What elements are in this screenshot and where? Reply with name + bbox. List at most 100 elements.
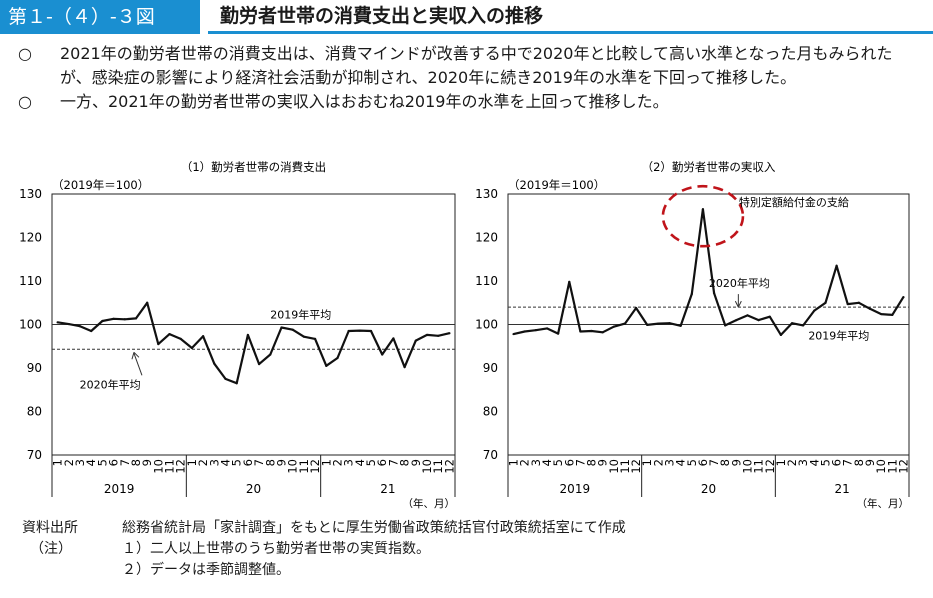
data-point <box>202 335 205 338</box>
data-point <box>190 346 194 350</box>
year-label: 20 <box>246 482 261 496</box>
bullet-text: 2021年の勤労者世帯の消費支出は、消費マインドが改善する中で2020年と比較し… <box>60 44 893 87</box>
x-tick-label: 3 <box>663 459 677 466</box>
data-point <box>724 324 727 327</box>
x-tick-label: 8 <box>398 459 412 466</box>
data-point <box>392 337 395 340</box>
avg-2020-arrow <box>133 353 143 376</box>
x-tick-label: 3 <box>207 459 221 466</box>
data-point <box>179 337 182 340</box>
data-point <box>790 322 794 325</box>
year-label: 21 <box>380 482 395 496</box>
x-tick-label: 12 <box>763 459 777 474</box>
x-tick-label: 5 <box>364 459 378 466</box>
x-tick-label: 10 <box>874 459 888 474</box>
note-text: ２）データは季節調整値。 <box>122 562 290 578</box>
avg-2020-arrowhead <box>734 300 742 308</box>
y-tick-label: 100 <box>19 318 42 332</box>
data-point <box>134 317 138 320</box>
data-point <box>336 356 339 360</box>
year-label: 2019 <box>104 482 135 496</box>
bullet-mark: ○ <box>18 92 32 111</box>
bullet-1: ○ 2021年の勤労者世帯の消費支出は、消費マインドが改善する中で2020年と比… <box>18 42 923 90</box>
data-point <box>891 313 894 317</box>
data-point <box>612 325 615 328</box>
y-tick-label: 80 <box>27 405 42 419</box>
x-tick-label: 6 <box>830 459 844 466</box>
x-tick-label: 10 <box>740 459 754 474</box>
x-tick-label: 12 <box>174 459 188 474</box>
data-point <box>168 332 171 336</box>
avg-2020-label: 2020年平均 <box>709 276 770 290</box>
x-tick-label: 1 <box>51 459 65 466</box>
x-tick-label: 2 <box>196 459 210 466</box>
x-tick-label: 1 <box>507 459 521 466</box>
x-tick-label: 7 <box>386 459 400 466</box>
data-point <box>701 208 705 211</box>
data-point <box>78 325 82 328</box>
x-tick-label: 2 <box>518 459 532 466</box>
x-unit-label: （年、月） <box>857 497 910 510</box>
data-point <box>746 314 749 317</box>
y-tick-label: 90 <box>27 361 42 375</box>
y-tick-label: 110 <box>19 274 42 288</box>
x-tick-label: 9 <box>863 459 877 466</box>
note-label: （注） <box>30 541 72 557</box>
y-tick-label: 90 <box>483 361 498 375</box>
data-point <box>302 335 305 338</box>
x-tick-label: 11 <box>752 459 766 474</box>
x-tick-label: 9 <box>140 459 154 466</box>
data-point <box>813 309 816 312</box>
figure-title: 勤労者世帯の消費支出と実収入の推移 <box>208 0 933 34</box>
x-tick-label: 10 <box>420 459 434 474</box>
bullet-2: ○ 一方、2021年の勤労者世帯の実収入はおおむね2019年の水準を上回って推移… <box>18 90 923 114</box>
data-point <box>403 366 406 369</box>
annotation-ellipse <box>661 184 745 248</box>
note-row: 資料出所 総務省統計局「家計調査」をもとに厚生労働省政策統括官付政策統括室にて作… <box>22 518 626 539</box>
x-tick-label: 7 <box>118 459 132 466</box>
data-point <box>735 319 738 322</box>
x-tick-label: 7 <box>252 459 266 466</box>
x-tick-label: 11 <box>297 459 311 474</box>
x-tick-label: 4 <box>807 459 821 466</box>
x-tick-label: 4 <box>540 459 554 466</box>
data-point <box>224 377 227 380</box>
data-point <box>313 337 317 340</box>
data-point <box>157 342 160 346</box>
x-unit-label: （年、月） <box>403 497 456 510</box>
consumption-chart: （1）勤労者世帯の消費支出（2019年＝100）1301201101009080… <box>19 160 456 510</box>
x-tick-label: 4 <box>219 459 233 466</box>
data-point <box>369 329 373 333</box>
summary-bullets: ○ 2021年の勤労者世帯の消費支出は、消費マインドが改善する中で2020年と比… <box>18 42 923 114</box>
series-line <box>513 208 905 336</box>
x-tick-label: 12 <box>896 459 910 474</box>
data-point <box>646 323 649 327</box>
x-tick-label: 4 <box>84 459 98 466</box>
data-point <box>291 328 294 331</box>
data-point <box>779 333 783 337</box>
figure-number: 第１-（４）-３図 <box>0 0 200 34</box>
x-tick-label: 8 <box>263 459 277 466</box>
y-tick-label: 80 <box>483 405 498 419</box>
data-point <box>534 329 537 332</box>
note-label: 資料出所 <box>22 520 78 536</box>
data-point <box>679 324 682 327</box>
x-tick-label: 4 <box>674 459 688 466</box>
data-point <box>880 312 883 316</box>
x-tick-label: 6 <box>562 459 576 466</box>
chart-title: （2）勤労者世帯の実収入 <box>642 160 776 174</box>
y-tick-label: 70 <box>483 448 498 462</box>
x-tick-label: 5 <box>685 459 699 466</box>
x-tick-label: 3 <box>529 459 543 466</box>
y-tick-label: 110 <box>475 274 498 288</box>
x-tick-label: 9 <box>274 459 288 466</box>
x-tick-label: 11 <box>618 459 632 474</box>
x-tick-label: 2 <box>62 459 76 466</box>
avg-2020-label: 2020年平均 <box>80 377 141 391</box>
x-tick-label: 1 <box>185 459 199 466</box>
data-point <box>545 327 549 330</box>
chart-title: （1）勤労者世帯の消費支出 <box>181 160 326 174</box>
data-point <box>414 339 417 342</box>
data-point <box>712 292 716 295</box>
data-point <box>123 318 126 321</box>
